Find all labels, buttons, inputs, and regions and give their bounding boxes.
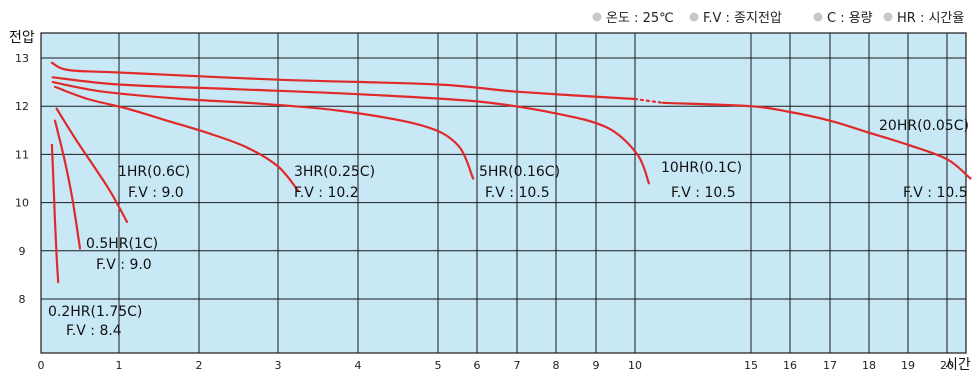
curve-fv-0.2hr: F.V : 8.4 xyxy=(66,323,122,339)
grid xyxy=(41,33,966,353)
discharge-curve-0.5hr xyxy=(53,119,82,250)
curve-labels: 0.2HR(1.75C) F.V : 8.4 0.5HR(1C) F.V : 9… xyxy=(48,118,969,339)
x-tick-label: 4 xyxy=(355,359,362,372)
curve-fv-0.5hr: F.V : 9.0 xyxy=(96,257,152,273)
x-tick-label: 5 xyxy=(435,359,442,372)
curve-fv-5hr: F.V : 10.5 xyxy=(485,185,550,201)
x-tick-label: 2 xyxy=(196,359,203,372)
x-axis-ticks: 0 1 2 3 4 5 6 7 8 9 10 15 16 17 18 19 20 xyxy=(38,359,955,372)
curve-fv-3hr: F.V : 10.2 xyxy=(294,185,359,201)
discharge-curve-1hr xyxy=(55,107,129,223)
x-tick-label: 20 xyxy=(940,359,954,372)
y-axis-label: 전압 xyxy=(9,30,35,46)
y-tick-label: 9 xyxy=(19,245,26,258)
legend-item-final-voltage: F.V : 종지전압 xyxy=(703,11,782,26)
curve-fv-1hr: F.V : 9.0 xyxy=(128,185,184,201)
plot-border xyxy=(40,32,967,354)
x-tick-label: 16 xyxy=(783,359,797,372)
legend-dot-icon xyxy=(689,12,699,22)
curve-label-3hr: 3HR(0.25C) xyxy=(294,164,375,180)
curve-label-20hr: 20HR(0.05C) xyxy=(879,118,969,134)
x-tick-label: 15 xyxy=(744,359,758,372)
discharge-curve-5hr xyxy=(51,81,475,180)
discharge-curve-20hr-cont xyxy=(661,101,972,180)
curve-label-10hr: 10HR(0.1C) xyxy=(661,160,742,176)
x-tick-label: 1 xyxy=(116,359,123,372)
curve-label-1hr: 1HR(0.6C) xyxy=(118,164,190,180)
curves xyxy=(50,61,972,284)
legend-item-temperature: 온도 : 25℃ xyxy=(606,11,674,26)
y-tick-label: 11 xyxy=(15,148,29,161)
discharge-curve-20hr-dotted xyxy=(633,97,664,104)
legend-dot-icon xyxy=(592,12,602,22)
discharge-curve-3hr xyxy=(53,85,300,192)
curve-fv-10hr: F.V : 10.5 xyxy=(671,185,736,201)
x-tick-label: 0 xyxy=(38,359,45,372)
curve-label-0.5hr: 0.5HR(1C) xyxy=(86,236,158,252)
legend-dot-icon xyxy=(883,12,893,22)
curve-label-0.2hr: 0.2HR(1.75C) xyxy=(48,304,142,320)
y-tick-label: 8 xyxy=(19,293,26,306)
x-tick-label: 7 xyxy=(514,359,521,372)
y-axis-ticks: 8 9 10 11 12 13 xyxy=(15,52,29,306)
x-tick-label: 17 xyxy=(823,359,837,372)
x-tick-label: 8 xyxy=(553,359,560,372)
plot-area xyxy=(41,33,966,353)
x-tick-label: 19 xyxy=(901,359,915,372)
curve-label-5hr: 5HR(0.16C) xyxy=(479,164,560,180)
legend: 온도 : 25℃ F.V : 종지전압 C : 용량 HR : 시간율 xyxy=(592,11,964,26)
y-tick-label: 13 xyxy=(15,52,29,65)
x-tick-label: 3 xyxy=(275,359,282,372)
legend-dot-icon xyxy=(813,12,823,22)
x-tick-label: 9 xyxy=(593,359,600,372)
x-tick-label: 18 xyxy=(862,359,876,372)
legend-item-capacity: C : 용량 xyxy=(827,11,873,26)
discharge-curve-10hr xyxy=(51,76,650,185)
legend-item-hour-rate: HR : 시간율 xyxy=(897,11,964,26)
discharge-curve-20hr xyxy=(50,61,637,101)
y-tick-label: 10 xyxy=(15,197,29,210)
x-tick-label: 10 xyxy=(628,359,642,372)
discharge-curve-0.2hr xyxy=(50,143,60,284)
x-axis-label: 시간 xyxy=(945,357,971,373)
curve-fv-20hr: F.V : 10.5 xyxy=(903,185,968,201)
x-tick-label: 6 xyxy=(474,359,481,372)
y-tick-label: 12 xyxy=(15,100,29,113)
